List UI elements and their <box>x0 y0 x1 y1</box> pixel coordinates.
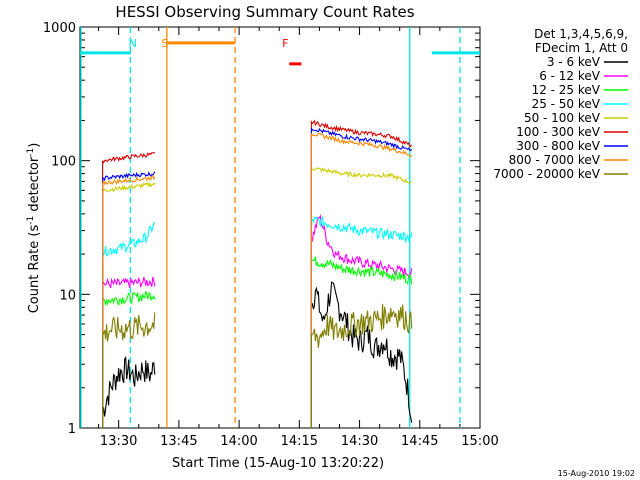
series-line <box>310 132 413 428</box>
series-line <box>310 127 413 428</box>
flag-annotation: F <box>282 37 288 50</box>
series-line <box>102 276 156 428</box>
y-label-part3: ) <box>27 143 42 148</box>
series-line <box>102 312 156 428</box>
legend-label: 3 - 6 keV <box>547 55 601 69</box>
series-line <box>102 174 156 428</box>
series-line <box>102 290 156 428</box>
series-line <box>102 222 155 428</box>
legend-label: 6 - 12 keV <box>539 69 601 83</box>
y-label-part2: detector <box>27 156 42 216</box>
x-tick-label: 15:00 <box>461 434 498 449</box>
series-line <box>102 356 156 428</box>
x-tick-label: 14:00 <box>220 434 257 449</box>
y-tick-label: 10 <box>59 288 76 303</box>
y-label-sup2: -1 <box>26 148 36 157</box>
series-line <box>310 166 413 428</box>
y-label-sup1: -1 <box>26 216 36 225</box>
legend-label: 25 - 50 keV <box>532 97 601 111</box>
x-tick-label: 14:30 <box>341 434 378 449</box>
legend-label: 300 - 800 keV <box>516 139 600 153</box>
series-line <box>310 119 413 428</box>
legend: Det 1,3,4,5,6,9,FDecim 1, Att 03 - 6 keV… <box>493 27 628 181</box>
chart-title: HESSI Observing Summary Count Rates <box>115 3 414 21</box>
plot-frame <box>79 26 481 429</box>
y-tick-label: 1 <box>68 422 76 437</box>
legend-label: 12 - 25 keV <box>532 83 601 97</box>
flag-annotation: S <box>161 37 168 50</box>
y-axis-label: Count Rate (s-1 detector-1) <box>26 143 42 314</box>
series-line <box>310 281 413 428</box>
legend-header: Det 1,3,4,5,6,9, <box>534 27 628 41</box>
legend-label: 7000 - 20000 keV <box>493 167 600 181</box>
legend-label: 50 - 100 keV <box>524 111 601 125</box>
footer-date: 15-Aug-2010 19:02 <box>558 469 635 478</box>
plot-area: 13:30 13:45 14:00 14:15 14:30 14:45 15:00 1 10 10… <box>43 21 499 449</box>
legend-label: 100 - 300 keV <box>516 125 600 139</box>
series-line <box>102 171 156 428</box>
x-tick-label: 14:45 <box>401 434 438 449</box>
series-line <box>310 303 413 428</box>
legend-label: 800 - 7000 keV <box>509 153 601 167</box>
x-tick-label: 14:15 <box>281 434 318 449</box>
series-line <box>310 215 413 428</box>
series-line <box>102 152 155 428</box>
x-tick-label: 13:30 <box>100 434 137 449</box>
flag-annotation: N <box>129 37 137 50</box>
y-tick-label: 100 <box>51 155 76 170</box>
x-tick-label: 13:45 <box>160 434 197 449</box>
series-line <box>102 181 156 428</box>
y-label-part1: Count Rate (s <box>27 225 42 314</box>
y-tick-label: 1000 <box>43 21 76 36</box>
x-axis-label: Start Time (15-Aug-10 13:20:22) <box>172 456 384 471</box>
series-line <box>310 256 413 428</box>
legend-header: FDecim 1, Att 0 <box>535 41 628 55</box>
